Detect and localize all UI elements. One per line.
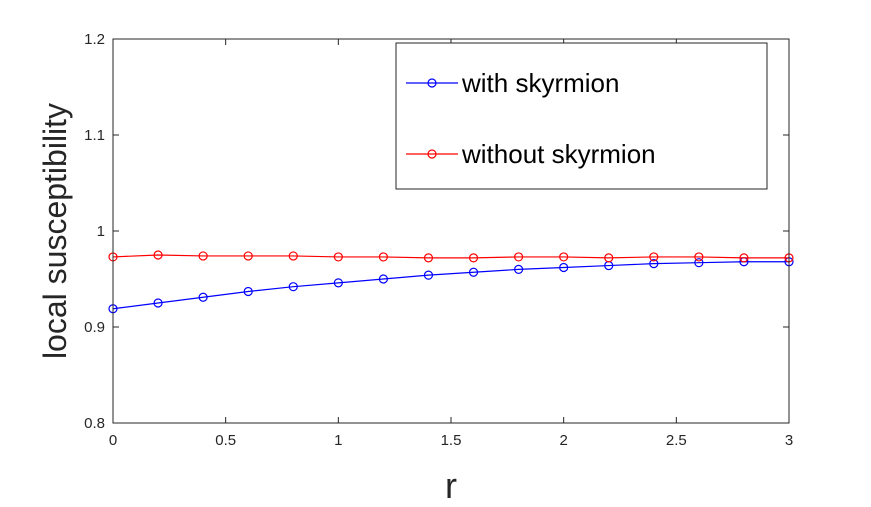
legend-swatch-marker [427,149,437,159]
data-point [243,286,253,297]
y-tick-label: 1 [97,223,105,240]
data-point [288,282,298,292]
y-axis-label: local susceptibility [37,103,73,359]
data-point [604,253,614,263]
x-tick-label: 2 [559,432,567,449]
data-point [153,298,163,308]
x-tick-label: 2.5 [666,432,687,449]
y-tick-label: 0.9 [84,319,105,336]
data-point [649,259,659,269]
y-tick-label: 1.1 [84,127,105,144]
data-point [333,278,343,288]
data-point [694,252,704,262]
data-point [423,253,434,263]
legend: with skyrmion without skyrmion [395,42,768,190]
x-tick-label: 0.5 [215,432,236,449]
x-tick-label: 3 [785,432,793,449]
data-point [649,252,659,262]
data-point [559,262,569,273]
data-point [559,252,569,262]
data-point [333,252,343,262]
data-point [468,253,479,263]
data-point [378,274,388,284]
data-point [378,252,388,262]
data-point [288,251,298,261]
legend-label: without skyrmion [461,139,656,169]
data-point [198,251,208,261]
y-tick-label: 1.2 [84,31,105,48]
series-layer [108,250,794,314]
axes-layer: 0 0.5 1 1.5 2 2.5 3 0.8 0.9 1 1.1 1.2 [84,31,793,449]
legend-box [395,42,768,190]
x-tick-label: 1.5 [441,432,462,449]
data-point [423,270,434,280]
data-point [513,252,524,262]
legend-swatch-marker [427,78,437,88]
data-point [468,267,479,277]
series-line-2 [112,254,789,259]
data-point [153,250,163,260]
series-line-1 [112,261,789,310]
x-tick-label: 0 [109,432,117,449]
data-point [739,253,749,263]
x-tick-label: 1 [334,432,342,449]
data-point [694,258,704,268]
data-point [243,251,253,261]
data-point [513,264,524,274]
data-point [198,292,208,302]
legend-label: with skyrmion [461,68,619,98]
y-tick-label: 0.8 [84,415,105,432]
x-axis-label: r [445,465,457,506]
